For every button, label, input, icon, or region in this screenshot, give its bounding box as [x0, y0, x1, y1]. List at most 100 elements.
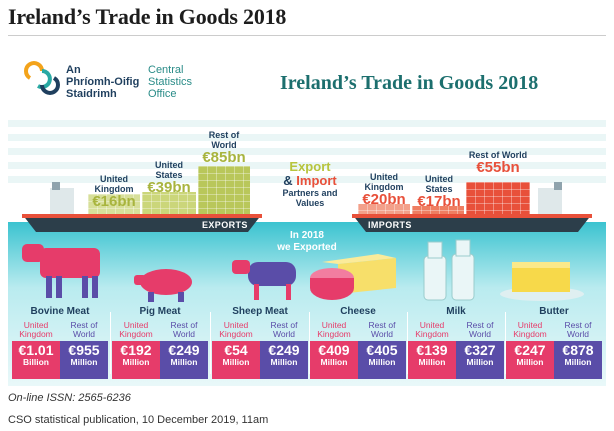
export-region: Rest of World: [208, 130, 240, 150]
publication-date-text: CSO statistical publication, 10 December…: [8, 414, 269, 426]
product-panel-pig: Pig Meat United Kingdom €192 Million Rest…: [112, 305, 208, 383]
center-export-word: Export: [289, 159, 331, 174]
imports-tag: IMPORTS: [368, 220, 412, 230]
uk-unit: Million: [222, 357, 250, 367]
uk-label: United Kingdom: [415, 320, 449, 339]
export-label-us: United States €39bn: [142, 160, 196, 196]
import-value: €55bn: [476, 159, 520, 176]
row-label: Rest of World: [368, 320, 396, 339]
center-import-word: Import: [296, 173, 337, 188]
row-unit: Million: [564, 357, 592, 367]
butter-icon: [500, 262, 584, 301]
panel-divider: [505, 312, 506, 374]
product-panel-cheese: Cheese United Kingdom €409 Million Rest o…: [310, 305, 406, 383]
uk-label: United Kingdom: [513, 320, 547, 339]
panel-divider: [210, 312, 211, 374]
we-exported-text: we Exported: [277, 242, 337, 253]
logo-irish-line: Staidrimh: [66, 88, 117, 100]
product-name: Cheese: [340, 306, 376, 317]
export-value: €16bn: [92, 193, 136, 210]
uk-value: €192: [120, 342, 152, 358]
row-unit: Million: [170, 357, 198, 367]
export-cargo-us: [142, 192, 196, 216]
product-name: Bovine Meat: [30, 306, 90, 317]
uk-value: €247: [514, 342, 546, 358]
export-cargo-row: [198, 166, 250, 216]
row-label: Rest of World: [70, 320, 98, 339]
product-panel-milk: Milk United Kingdom €139 Million Rest of …: [408, 305, 504, 383]
row-value: €249: [168, 342, 200, 358]
product-name: Milk: [446, 306, 466, 317]
page-title: Ireland’s Trade in Goods 2018: [8, 4, 287, 29]
uk-value: €54: [224, 342, 248, 358]
uk-value: €409: [318, 342, 350, 358]
logo-english-line: Statistics: [148, 76, 193, 88]
export-ship-icon: [22, 182, 262, 232]
uk-unit: Million: [320, 357, 348, 367]
uk-unit: Million: [516, 357, 544, 367]
logo-irish-text: An Phríomh-Oifig Staidrimh: [66, 64, 139, 100]
row-label: Rest of World: [270, 320, 298, 339]
uk-unit: Billion: [23, 357, 49, 367]
pig-icon: [134, 269, 192, 302]
row-unit: Million: [70, 357, 98, 367]
logo-irish-line: Phríomh-Oifig: [66, 76, 140, 88]
infographic: An Phríomh-Oifig Staidrimh Central Stati…: [8, 44, 606, 386]
background-stripes: [8, 120, 606, 190]
uk-unit: Million: [122, 357, 150, 367]
logo-english-line: Office: [148, 88, 177, 100]
row-value: €249: [268, 342, 300, 358]
import-ship-icon: [352, 182, 592, 232]
export-cargo-uk: [88, 194, 140, 216]
center-subtitle: Partners and Values: [282, 188, 338, 208]
import-label-uk: United Kingdom €20bn: [358, 172, 410, 208]
logo-english-line: Central: [148, 64, 184, 76]
product-panel-bovine: Bovine Meat United Kingdom €1.01 Billion …: [12, 305, 108, 383]
uk-unit: Million: [418, 357, 446, 367]
import-region: United Kingdom: [364, 172, 404, 192]
export-region: United States: [155, 160, 183, 180]
uk-label: United Kingdom: [119, 320, 153, 339]
uk-label: United Kingdom: [19, 320, 53, 339]
row-label: Rest of World: [466, 320, 494, 339]
product-panel-butter: Butter United Kingdom €247 Million Rest o…: [506, 305, 602, 383]
title-divider: [8, 35, 606, 36]
row-unit: Million: [368, 357, 396, 367]
logo-irish-line: An: [66, 64, 81, 76]
in-2018-text: In 2018: [290, 230, 324, 241]
row-label: Rest of World: [170, 320, 198, 339]
export-label-uk: United Kingdom €16bn: [84, 174, 144, 210]
cso-logo-icon: [24, 61, 60, 95]
export-region: United Kingdom: [94, 174, 134, 194]
uk-label: United Kingdom: [317, 320, 351, 339]
export-label-row: Rest of World €85bn: [196, 130, 252, 166]
logo-english-text: Central Statistics Office: [148, 64, 192, 100]
row-unit: Million: [466, 357, 494, 367]
row-value: €327: [464, 342, 496, 358]
export-import-heading: Export & Import Partners and Values: [270, 159, 350, 209]
import-value: €20bn: [362, 191, 406, 208]
import-label-row: Rest of World €55bn: [468, 150, 528, 176]
row-value: €955: [68, 342, 100, 358]
panel-divider: [110, 312, 111, 374]
import-cargo-row: [466, 182, 530, 218]
import-label-us: United States €17bn: [412, 174, 466, 210]
uk-label: United Kingdom: [219, 320, 253, 339]
product-name: Sheep Meat: [232, 306, 288, 317]
row-unit: Million: [270, 357, 298, 367]
cheese-icon: [310, 254, 396, 300]
exports-tag: EXPORTS: [202, 220, 248, 230]
product-name: Pig Meat: [139, 306, 181, 317]
uk-value: €1.01: [18, 342, 54, 358]
export-value: €85bn: [202, 149, 246, 166]
milk-icon: [423, 239, 475, 301]
issn-text: On-line ISSN: 2565-6236: [8, 392, 131, 404]
product-name: Butter: [539, 306, 569, 317]
cow-icon: [22, 244, 100, 298]
product-panel-sheep: Sheep Meat United Kingdom €54 Million Res…: [212, 305, 308, 383]
export-value: €39bn: [147, 179, 191, 196]
center-ampersand: &: [283, 173, 293, 188]
row-value: €405: [366, 342, 398, 358]
in-2018-caption: In 2018 we Exported: [252, 230, 362, 254]
import-value: €17bn: [417, 193, 461, 210]
